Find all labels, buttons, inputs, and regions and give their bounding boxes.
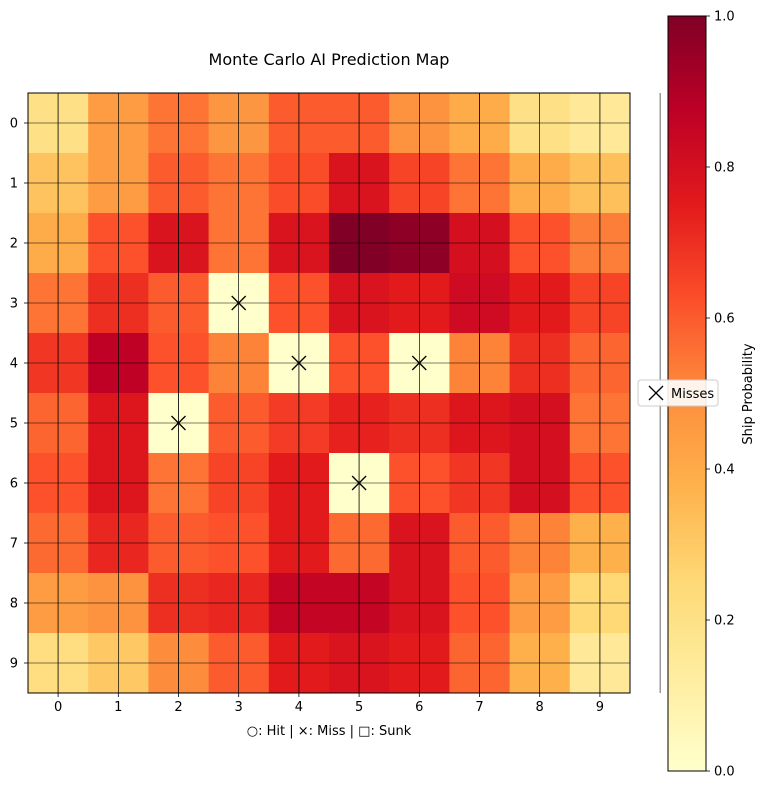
y-tick-label: 1 — [10, 177, 18, 192]
x-tick-label: 5 — [355, 700, 363, 715]
miss-marker — [411, 355, 427, 371]
colorbar-tick-label: 0.2 — [714, 614, 735, 629]
legend-label: Misses — [671, 387, 714, 402]
miss-marker — [291, 355, 307, 371]
plot-frame — [27, 92, 631, 694]
miss-marker — [231, 295, 247, 311]
miss-marker — [171, 415, 186, 431]
y-tick-label: 5 — [10, 417, 18, 432]
colorbar-tick-label: 0.0 — [714, 765, 735, 780]
legend-box — [637, 379, 719, 407]
legend-miss-marker — [648, 385, 664, 401]
colorbar-tick-label: 1.0 — [714, 10, 735, 25]
y-tick-label: 9 — [10, 657, 18, 672]
y-tick-label: 4 — [10, 357, 18, 372]
x-tick-label: 3 — [235, 700, 243, 715]
y-tick-label: 7 — [10, 537, 18, 552]
y-axis-ticks: 0 1 2 3 4 5 6 7 8 9 — [10, 117, 28, 672]
x-tick-label: 0 — [54, 700, 62, 715]
grid-lines — [27, 93, 661, 693]
x-tick-label: 1 — [114, 700, 122, 715]
x-tick-label: 9 — [596, 700, 604, 715]
colorbar-ticks: 0.0 0.2 0.4 0.6 0.8 1.0 — [706, 10, 735, 780]
colorbar-tick-label: 0.4 — [714, 463, 735, 478]
y-tick-label: 8 — [10, 597, 18, 612]
x-tick-label: 4 — [295, 700, 303, 715]
colorbar-tick-label: 0.8 — [714, 161, 735, 176]
x-axis-ticks: 0 1 2 3 4 5 6 7 8 9 — [54, 693, 604, 715]
y-tick-label: 0 — [10, 117, 18, 132]
x-tick-label: 6 — [415, 700, 423, 715]
y-tick-label: 3 — [10, 297, 18, 312]
colorbar-tick-label: 0.6 — [714, 312, 735, 327]
x-tick-label: 8 — [536, 700, 544, 715]
colorbar-label: Ship Probability — [741, 343, 756, 445]
x-tick-label: 7 — [475, 700, 483, 715]
miss-markers — [171, 295, 427, 491]
legend: Misses — [637, 379, 719, 407]
y-tick-label: 2 — [10, 237, 18, 252]
chart-title: Monte Carlo AI Prediction Map — [209, 50, 450, 69]
x-tick-label: 2 — [174, 700, 182, 715]
miss-marker — [351, 475, 367, 491]
x-axis-label: ○: Hit | ×: Miss | □: Sunk — [247, 724, 412, 739]
y-tick-label: 6 — [10, 477, 18, 492]
